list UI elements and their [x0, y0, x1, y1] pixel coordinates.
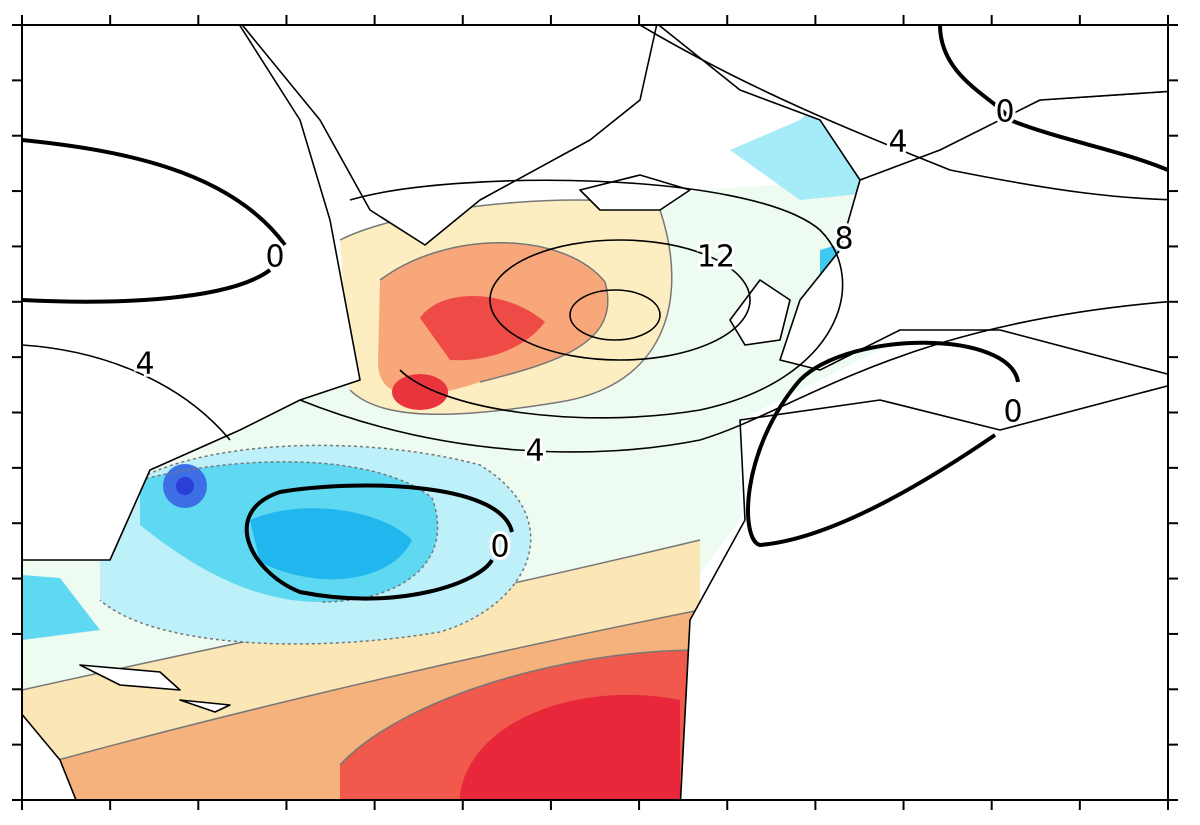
contour-label: 0 [1003, 395, 1022, 430]
ticks [12, 15, 1178, 810]
map-body [22, 25, 1168, 800]
land-africa [679, 384, 1168, 800]
contour-zero [938, 25, 1168, 172]
anomaly-cold-6 [22, 575, 100, 640]
anomaly-warm-8 [392, 374, 448, 410]
anomaly-cold-3 [250, 508, 412, 580]
land-south-america [22, 713, 77, 800]
land-iceland [579, 174, 691, 211]
contour-zero [244, 483, 514, 601]
contour-zero [746, 340, 1020, 548]
contour-label: 0 [265, 240, 284, 275]
contour-label: 4 [525, 434, 544, 469]
contour [299, 300, 1168, 453]
contour [569, 289, 661, 341]
anomaly-warm-7 [420, 295, 545, 361]
land-greenland [241, 25, 658, 246]
contour-zero [22, 138, 287, 247]
land-british-isles [729, 279, 791, 346]
contour-label: 8 [834, 222, 853, 257]
contour [489, 239, 751, 361]
contour [639, 25, 1168, 201]
anomaly-warm-4 [460, 694, 680, 800]
contour-label: 12 [697, 240, 735, 275]
isoline [339, 199, 673, 415]
contour-label: 4 [888, 125, 907, 160]
land-scandinavia [657, 25, 1168, 181]
land-caribbean [79, 664, 231, 713]
isoline [99, 444, 532, 645]
contour-label: 4 [135, 347, 154, 382]
contour-label: 0 [490, 530, 509, 565]
contour [349, 179, 844, 419]
contour-label: 0 [995, 95, 1014, 130]
contour [22, 344, 231, 441]
contour-labels: 0 4 4 0 12 8 4 0 0 [132, 92, 1025, 568]
contour-zero [22, 268, 272, 304]
anomaly-cold-5 [176, 477, 194, 495]
